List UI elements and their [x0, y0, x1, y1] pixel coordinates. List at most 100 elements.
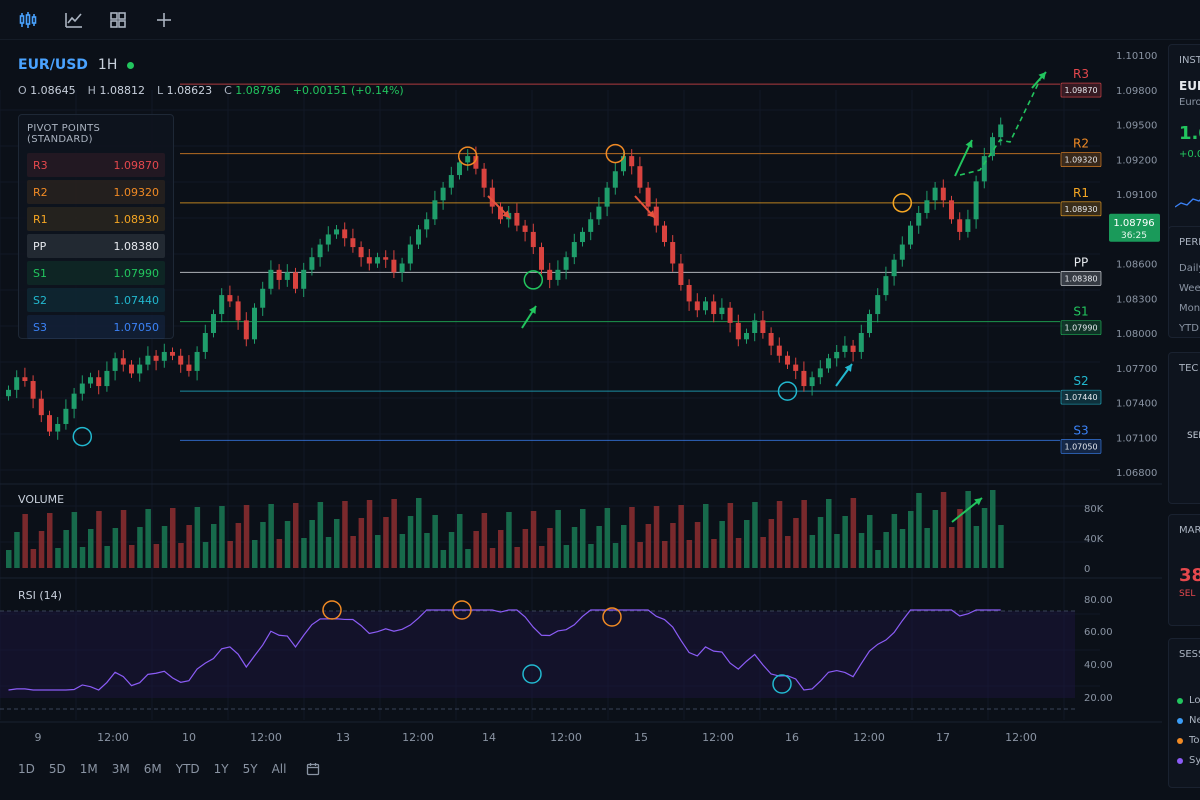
- up-arrow-head: [844, 364, 852, 372]
- sessions-panel[interactable]: SESS Lo Ne To Sy: [1168, 638, 1200, 788]
- pivot-row-s2[interactable]: S2 1.07440: [27, 288, 165, 312]
- open-label: O: [18, 84, 27, 97]
- volume-bar: [481, 513, 488, 568]
- timeframe-button-1y[interactable]: 1Y: [213, 762, 229, 776]
- candle: [924, 200, 930, 213]
- candles-icon[interactable]: [16, 8, 40, 32]
- volume-bar: [621, 525, 627, 568]
- timeframe-button-ytd[interactable]: YTD: [175, 762, 200, 776]
- volume-bar: [137, 527, 143, 568]
- volume-bar: [120, 510, 127, 568]
- pivot-price-tag: [1060, 82, 1102, 98]
- volume-bar: [112, 528, 119, 568]
- volume-bar: [407, 516, 414, 568]
- candle: [170, 351, 175, 356]
- pivot-row-r3[interactable]: R3 1.09870: [27, 153, 165, 177]
- rsi-extreme-marker: [772, 674, 792, 694]
- candle: [309, 257, 315, 270]
- candle: [440, 187, 446, 201]
- volume-bar: [432, 515, 438, 568]
- volume-bar: [227, 541, 233, 568]
- pivot-line-label: S1: [1073, 305, 1088, 319]
- pivot-line-label: R2: [1073, 137, 1089, 151]
- time-axis-tick: 12:00: [702, 731, 734, 744]
- candle: [670, 242, 676, 264]
- pivot-row-s3[interactable]: S3 1.07050: [27, 315, 165, 339]
- timeframe-button-5y[interactable]: 5Y: [242, 762, 258, 776]
- top-toolbar: [0, 0, 1200, 40]
- candle: [235, 301, 241, 321]
- candle: [465, 156, 471, 163]
- timeframe-button-6m[interactable]: 6M: [143, 762, 162, 776]
- volume-bar: [342, 501, 348, 568]
- volume-bar: [571, 527, 578, 568]
- performance-panel[interactable]: PERF Daily Wee Mon YTD: [1168, 226, 1200, 338]
- volume-bar: [645, 524, 652, 568]
- session-name: To: [1189, 735, 1200, 746]
- volume-bar: [522, 529, 529, 568]
- session-dot-icon: [1177, 737, 1183, 744]
- projection-arrow-head: [1038, 72, 1046, 80]
- pivot-touch-marker: [457, 146, 478, 166]
- volume-bar: [998, 525, 1004, 568]
- volume-bar: [826, 499, 832, 568]
- volume-bar: [252, 540, 258, 568]
- perf-ytd: YTD: [1179, 323, 1199, 334]
- pivot-row-s1[interactable]: S1 1.07990: [27, 261, 165, 285]
- candle: [785, 355, 790, 365]
- timeframe-button-1d[interactable]: 1D: [18, 762, 35, 776]
- volume-bar: [260, 522, 266, 568]
- price-chart[interactable]: R3 1.09870 R2 1.09320 R1 1.08930 PP 1.08380 S1 1.…: [0, 40, 1162, 800]
- volume-bar: [506, 512, 512, 568]
- candle: [301, 269, 307, 289]
- line-chart-icon[interactable]: [62, 8, 86, 32]
- volume-bar: [637, 542, 643, 568]
- pivot-line-label: R3: [1073, 67, 1089, 81]
- time-axis-tick: 9: [35, 731, 42, 744]
- candle: [645, 187, 651, 207]
- candle: [760, 320, 766, 333]
- add-icon[interactable]: [152, 8, 176, 32]
- pivot-row-r1[interactable]: R1 1.08930: [27, 207, 165, 231]
- pivot-row-r2[interactable]: R2 1.09320: [27, 180, 165, 204]
- technicals-panel[interactable]: TEC SELL: [1168, 352, 1200, 504]
- volume-bar: [96, 511, 102, 568]
- timeframe-label[interactable]: 1H: [97, 57, 118, 73]
- volume-bar: [793, 518, 799, 568]
- pivot-price-tag-value: 1.09870: [1064, 86, 1097, 95]
- timeframe-button-3m[interactable]: 3M: [111, 762, 130, 776]
- volume-bar: [514, 547, 520, 568]
- time-axis-tick: 13: [336, 731, 350, 744]
- symbol-name[interactable]: EUR/USD: [18, 57, 88, 73]
- volume-bar: [596, 526, 602, 568]
- timeframe-button-1m[interactable]: 1M: [79, 762, 98, 776]
- price-axis-tick: 1.07400: [1116, 399, 1157, 410]
- pivot-points-panel: PIVOT POINTS (STANDARD) R3 1.09870 R2 1.093…: [18, 114, 174, 339]
- volume-bar: [350, 536, 356, 568]
- candle: [47, 415, 52, 432]
- volume-bar: [662, 541, 668, 568]
- volume-bar: [809, 535, 816, 568]
- timeframe-button-all[interactable]: All: [271, 762, 287, 776]
- calendar-icon[interactable]: [306, 762, 320, 776]
- volume-bar: [448, 532, 455, 568]
- candle: [383, 257, 389, 260]
- pivot-row-label: S1: [33, 266, 47, 280]
- grid-layout-icon[interactable]: [106, 8, 130, 32]
- volume-bar: [38, 531, 45, 568]
- session-name: Ne: [1189, 715, 1200, 726]
- price-axis-tick: 1.08000: [1116, 329, 1157, 340]
- time-axis-tick: 17: [936, 731, 950, 744]
- volume-bar: [6, 550, 12, 568]
- candle: [71, 393, 77, 409]
- pivot-touch-marker: [892, 193, 913, 213]
- candle: [14, 377, 20, 390]
- pivot-row-pp[interactable]: PP 1.08380: [27, 234, 165, 258]
- market-sentiment-panel[interactable]: MAR 38 SEL: [1168, 514, 1200, 626]
- timeframe-button-5d[interactable]: 5D: [48, 762, 66, 776]
- candle: [399, 263, 405, 273]
- candle: [539, 247, 544, 270]
- volume-bar: [375, 535, 381, 568]
- volume-bar: [924, 528, 930, 568]
- volume-bar: [580, 509, 586, 568]
